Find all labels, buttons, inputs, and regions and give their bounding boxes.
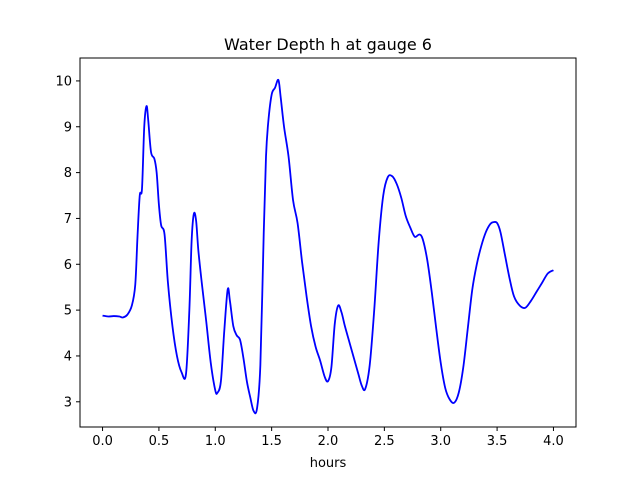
chart-title: Water Depth h at gauge 6 (224, 35, 432, 54)
y-tick-label: 10 (55, 74, 72, 89)
y-tick-label: 8 (64, 166, 72, 181)
x-tick-label: 3.5 (487, 434, 508, 449)
y-tick-label: 7 (64, 212, 72, 227)
series-layer (102, 78, 554, 415)
y-tick-label: 3 (64, 395, 72, 410)
x-axis-ticks: 0.0 0.5 1.0 1.5 2.0 2.5 3.0 3.5 4.0 (92, 427, 564, 449)
x-axis-label: hours (310, 456, 347, 471)
x-tick-label: 4.0 (543, 434, 564, 449)
x-tick-label: 0.0 (92, 434, 113, 449)
x-tick-label: 3.0 (430, 434, 451, 449)
x-tick-label: 1.5 (261, 434, 282, 449)
y-tick-label: 9 (64, 120, 72, 135)
series-line (102, 78, 554, 415)
x-tick-label: 2.5 (374, 434, 395, 449)
y-axis-ticks: 3 4 5 6 7 8 9 10 (55, 74, 80, 410)
x-tick-label: 1.0 (205, 434, 226, 449)
x-tick-label: 2.0 (318, 434, 339, 449)
y-tick-label: 4 (64, 349, 72, 364)
plot-frame (79, 57, 577, 428)
x-tick-label: 0.5 (149, 434, 170, 449)
y-tick-label: 5 (64, 304, 72, 319)
y-tick-label: 6 (64, 258, 72, 273)
